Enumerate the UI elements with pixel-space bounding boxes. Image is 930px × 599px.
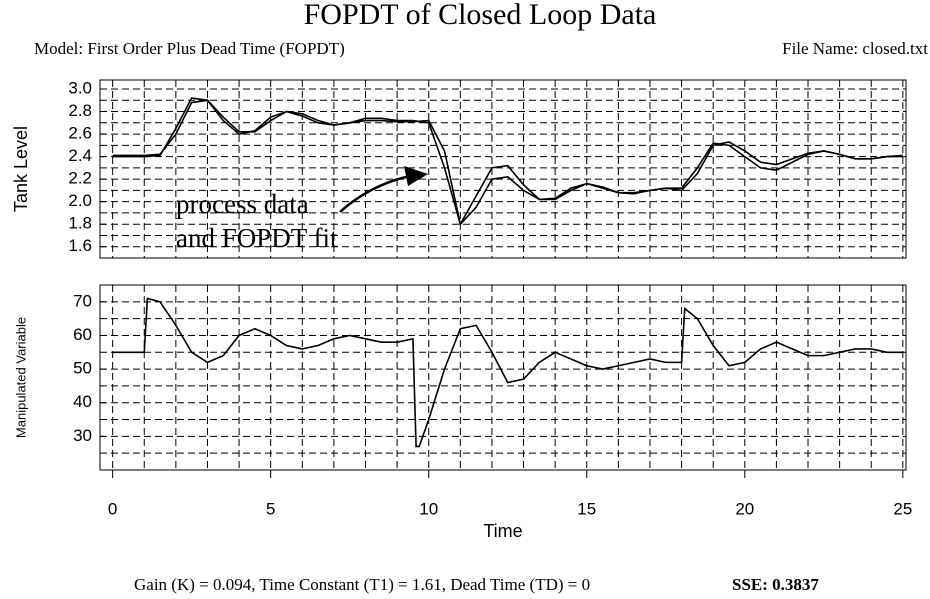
arrow-head [404, 166, 428, 186]
y-tick-label: 30 [73, 426, 92, 445]
x-tick-label: 20 [735, 499, 754, 518]
sse-text: SSE: 0.3837 [732, 575, 819, 594]
y-tick-label: 70 [73, 291, 92, 310]
chart-title: FOPDT of Closed Loop Data [304, 0, 657, 31]
x-tick-label: 15 [577, 499, 596, 518]
data-line [112, 97, 903, 226]
y-axis-label: Tank Level [11, 126, 31, 212]
data-line [112, 99, 903, 227]
y-tick-label: 3.0 [68, 78, 92, 97]
model-label: Model: First Order Plus Dead Time (FOPDT… [34, 39, 345, 58]
plot-frame [99, 284, 907, 471]
x-axis-label: Time [483, 521, 522, 541]
y-axis-label: Manipulated Variable [13, 317, 28, 438]
y-tick-label: 1.8 [68, 214, 92, 233]
x-tick-label: 25 [893, 499, 912, 518]
file-label: File Name: closed.txt [782, 39, 928, 58]
annotation: process data [176, 189, 309, 219]
y-tick-label: 1.6 [68, 236, 92, 255]
y-tick-label: 40 [73, 392, 92, 411]
x-tick-label: 10 [419, 499, 438, 518]
x-tick-label: 0 [108, 499, 117, 518]
y-tick-label: 2.8 [68, 101, 92, 120]
plot-frame [99, 79, 907, 259]
y-tick-label: 50 [73, 359, 92, 378]
y-tick-label: 2.6 [68, 124, 92, 143]
y-tick-label: 2.2 [68, 169, 92, 188]
y-tick-label: 2.0 [68, 191, 92, 210]
x-tick-label: 5 [266, 499, 275, 518]
y-tick-label: 2.4 [68, 146, 92, 165]
data-line [112, 297, 903, 448]
y-tick-label: 60 [73, 325, 92, 344]
annotation-arrow [339, 174, 411, 213]
annotation: and FOPDT fit [176, 223, 338, 253]
params-text: Gain (K) = 0.094, Time Constant (T1) = 1… [134, 575, 590, 594]
